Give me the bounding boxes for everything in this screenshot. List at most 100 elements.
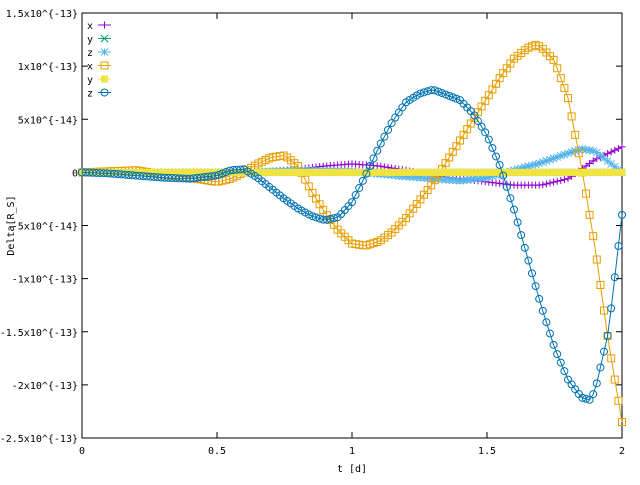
data-point xyxy=(477,174,486,183)
data-point xyxy=(316,168,324,176)
data-point xyxy=(463,168,471,176)
data-point xyxy=(337,168,345,176)
data-point xyxy=(362,168,370,176)
data-point xyxy=(470,168,478,176)
data-point xyxy=(517,168,525,176)
y-tick-label: 1x10^{-13} xyxy=(18,62,78,73)
data-point xyxy=(308,212,317,221)
data-point xyxy=(481,168,489,176)
data-point xyxy=(125,168,133,176)
data-point xyxy=(510,205,518,214)
data-point xyxy=(467,168,475,176)
data-point xyxy=(409,173,418,182)
legend-entry: x xyxy=(87,61,111,73)
y-tick-label: -5x10^{-14} xyxy=(12,222,78,233)
data-point xyxy=(330,214,338,223)
data-point xyxy=(589,157,597,165)
data-point xyxy=(614,145,622,153)
data-point xyxy=(564,149,572,158)
data-point xyxy=(449,168,457,176)
data-point xyxy=(445,91,454,100)
data-point xyxy=(603,331,612,340)
data-point xyxy=(567,148,576,156)
data-point xyxy=(370,168,378,176)
data-point xyxy=(614,396,623,405)
data-point xyxy=(362,169,371,178)
data-point xyxy=(614,168,622,176)
data-point xyxy=(607,168,615,176)
data-point xyxy=(492,168,500,176)
data-point xyxy=(535,168,543,176)
data-point xyxy=(478,168,486,176)
data-point xyxy=(604,150,612,158)
legend-label: x xyxy=(87,21,93,32)
data-point xyxy=(373,168,381,176)
data-point xyxy=(611,146,619,154)
data-point xyxy=(348,168,356,176)
data-point xyxy=(265,168,273,176)
data-point xyxy=(477,122,486,131)
legend-marker xyxy=(101,75,108,83)
data-point xyxy=(334,168,342,176)
data-point xyxy=(553,177,561,185)
data-point xyxy=(553,153,562,161)
legend-entry: z xyxy=(87,48,111,59)
data-point xyxy=(172,168,180,176)
data-point xyxy=(344,168,352,176)
y-tick-label: 5x10^{-14} xyxy=(18,115,78,126)
legend-label: z xyxy=(87,48,93,59)
data-point xyxy=(154,168,162,176)
data-point xyxy=(618,143,626,151)
data-point xyxy=(564,168,572,176)
data-point xyxy=(618,418,626,427)
data-point xyxy=(175,168,183,176)
data-point xyxy=(610,162,619,171)
data-point xyxy=(593,155,601,163)
data-point xyxy=(604,168,612,176)
data-point xyxy=(495,160,504,169)
data-point xyxy=(229,168,237,176)
data-point xyxy=(589,168,597,176)
data-point xyxy=(441,90,450,99)
data-point xyxy=(575,168,583,176)
legend-marker xyxy=(100,34,109,43)
data-point xyxy=(387,119,396,128)
data-point xyxy=(420,88,428,97)
data-point xyxy=(560,150,569,159)
data-point xyxy=(550,178,558,186)
series-layer xyxy=(78,40,626,427)
data-point xyxy=(481,128,490,137)
data-point xyxy=(341,168,349,176)
data-point xyxy=(366,162,374,170)
data-point xyxy=(549,55,558,64)
x-tick-label: 2 xyxy=(619,446,625,457)
data-point xyxy=(438,89,446,98)
data-point xyxy=(614,242,623,251)
legend-label: y xyxy=(87,75,93,86)
data-point xyxy=(510,168,518,176)
data-point xyxy=(618,168,626,176)
data-point xyxy=(423,174,432,183)
data-point xyxy=(567,112,576,121)
data-point xyxy=(582,189,590,198)
data-point xyxy=(373,146,382,155)
legend-marker xyxy=(100,48,109,56)
data-point xyxy=(592,148,601,157)
data-point xyxy=(233,168,241,176)
data-point xyxy=(589,232,598,241)
data-point xyxy=(600,168,608,176)
data-point xyxy=(430,175,439,183)
data-point xyxy=(585,210,594,219)
series-3-x xyxy=(78,40,626,427)
series-5-z xyxy=(78,86,626,404)
data-point xyxy=(560,84,569,93)
data-point xyxy=(323,168,331,176)
data-point xyxy=(542,180,550,188)
data-point xyxy=(571,168,579,176)
data-point xyxy=(553,350,562,359)
data-point xyxy=(574,149,583,158)
data-point xyxy=(161,168,169,176)
data-point xyxy=(405,173,414,181)
